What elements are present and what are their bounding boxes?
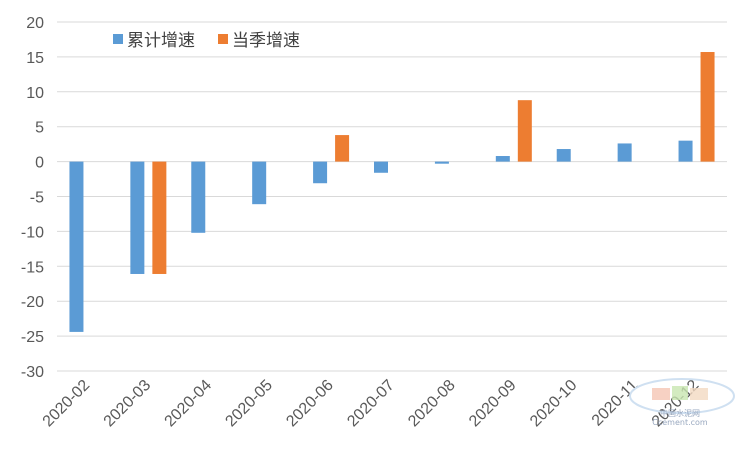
bar-cumulative: [434, 161, 449, 164]
watermark-logo: 中国水泥网 Ccement.com: [629, 378, 735, 427]
x-tick-label: 2020-05: [222, 377, 276, 431]
bar-cumulative: [556, 149, 571, 162]
legend: 累计增速 当季增速: [113, 31, 300, 51]
bar-quarterly: [335, 135, 350, 162]
x-tick-label: 2020-07: [344, 377, 398, 431]
x-tick-label: 2020-10: [527, 377, 581, 431]
x-tick-label: 2020-08: [405, 377, 459, 431]
bar-cumulative: [617, 143, 632, 162]
legend-swatch: [113, 34, 123, 44]
watermark-block-icon: [652, 388, 670, 400]
y-tick-label: 10: [26, 85, 44, 102]
x-tick-label: 2020-06: [283, 377, 337, 431]
y-tick-label: 15: [26, 50, 44, 67]
bar-cumulative: [374, 161, 388, 173]
bar-cumulative: [69, 161, 84, 332]
x-tick-label: 2020-02: [40, 377, 94, 431]
y-axis-ticks: 20 15 10 5 0 -5 -10 -15 -20 -25 -30: [21, 15, 44, 381]
bar-cumulative: [313, 161, 328, 184]
watermark-sublabel: Ccement.com: [652, 418, 708, 427]
x-axis-ticks: 2020-02 2020-03 2020-04 2020-05 2020-06 2020-…: [40, 377, 703, 431]
bar-quarterly: [517, 100, 532, 162]
bar-cumulative: [191, 161, 206, 233]
y-tick-label: 5: [35, 120, 44, 137]
legend-swatch: [218, 34, 228, 44]
y-tick-label: 0: [35, 155, 44, 172]
y-tick-label: -10: [21, 224, 44, 241]
y-tick-label: 20: [26, 15, 44, 32]
x-tick-label: 2020-09: [466, 377, 520, 431]
watermark-block-icon: [672, 386, 688, 400]
bar-quarterly: [152, 161, 167, 274]
gridlines: [57, 21, 727, 372]
bar-cumulative: [495, 156, 510, 162]
y-tick-label: -20: [21, 294, 44, 311]
bars: [69, 52, 715, 332]
watermark-ring-icon: [629, 378, 735, 414]
bar-quarterly: [700, 52, 715, 162]
y-tick-label: -30: [21, 364, 44, 381]
watermark-label: 中国水泥网: [660, 408, 700, 418]
x-tick-label: 2020-03: [101, 377, 155, 431]
y-tick-label: -5: [30, 190, 44, 207]
watermark-block-icon: [690, 388, 708, 400]
y-tick-label: -15: [21, 259, 44, 276]
y-tick-label: -25: [21, 329, 44, 346]
bar-cumulative: [130, 161, 145, 274]
bar-cumulative: [678, 140, 693, 162]
bar-cumulative: [252, 161, 267, 205]
legend-label: 累计增速: [127, 31, 195, 51]
x-tick-label: 2020-04: [162, 377, 216, 431]
legend-label: 当季增速: [232, 31, 300, 51]
